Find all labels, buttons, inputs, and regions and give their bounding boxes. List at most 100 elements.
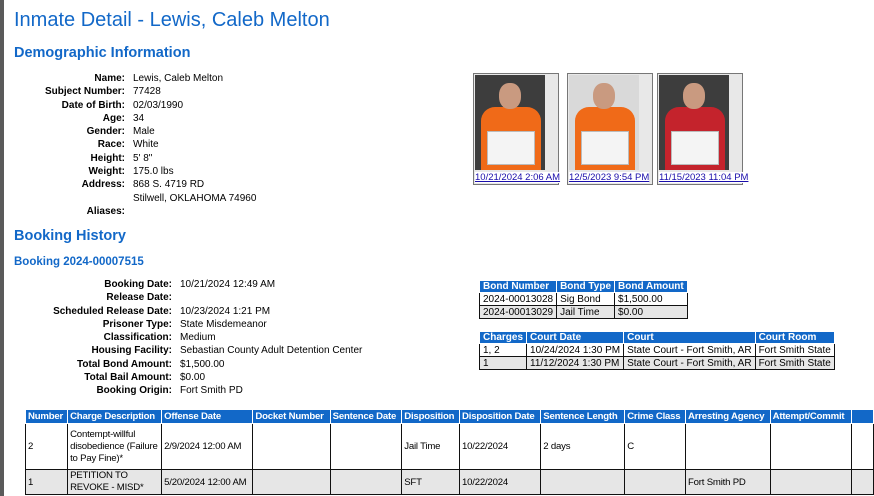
column-header: Crime Class [624,409,687,424]
table-cell: Fort Smith PD [685,469,771,495]
table-row: 1 11/12/2024 1:30 PM State Court - Fort Sm… [478,356,835,370]
field-value-line: Male [133,126,155,138]
field-value: 77428 [125,85,161,98]
column-header: Court Room [754,331,835,344]
table-row: 1, 2 10/24/2024 1:30 PM State Court - Fort… [478,343,835,357]
field-label: Gender: [86,126,125,138]
field-value-line: $0.00 [180,372,206,384]
photo-date-link[interactable]: 12/5/2023 9:54 PM [569,172,650,183]
field-value: White [125,138,159,151]
table-cell [329,469,403,495]
field-row: Housing Facility: Sebastian County Adult … [0,344,362,357]
table-cell: 2024-00013028 [478,292,558,306]
mugshot-image [569,75,639,170]
field-row: Height: 5' 8" [0,152,256,165]
mugshot-photo[interactable]: 12/5/2023 9:54 PM [567,73,653,185]
table-cell: 11/12/2024 1:30 PM [526,356,625,370]
field-row: Scheduled Release Date: 10/23/2024 1:21 P… [0,305,362,318]
field-row: Subject Number: 77428 [0,85,256,98]
field-row: Total Bail Amount: $0.00 [0,371,362,384]
column-header: Charge Description [67,409,163,424]
field-label: Weight: [88,166,125,178]
field-value-line: Sebastian County Adult Detention Center [180,345,363,357]
column-header [850,409,874,424]
field-label: Booking Origin: [96,385,172,397]
field-row: Aliases: [0,205,256,218]
table-row: 1 PETITION TO REVOKE - MISD* 5/20/2024 12:… [24,469,874,495]
field-value-line: Lewis, Caleb Melton [133,73,224,84]
table-cell: $0.00 [614,305,688,319]
column-header: Attempt/Commit [769,409,852,424]
field-label: Address: [81,179,125,191]
table-cell [329,423,403,470]
field-label: Height: [90,152,125,164]
field-value: State Misdemeanor [172,318,267,331]
table-cell [252,469,331,495]
mugshot-photo[interactable]: 11/15/2023 11:04 PM [657,73,749,185]
table-cell [685,423,771,470]
field-value: Sebastian County Adult Detention Center [172,344,362,357]
table-row: 2 Contempt-willful disobedience (Failure … [24,423,874,470]
field-label: Date of Birth: [61,99,125,111]
field-label: Classification: [103,332,172,344]
header-row: Number Charge Description Offense Date Dock… [24,409,874,424]
column-header: Court Date [526,331,625,344]
placard [581,131,629,165]
field-value-line: Fort Smith PD [180,385,243,397]
bond-table: Bond Number Bond Type Bond Amount 2024-0001… [478,280,688,319]
table-cell: 2 [24,423,69,470]
field-value: 34 [125,112,144,125]
field-row: Prisoner Type: State Misdemeanor [0,318,362,331]
field-value-line: $1,500.00 [180,358,225,370]
field-value: 10/23/2024 1:21 PM [172,305,270,318]
column-header: Bond Type [556,280,616,293]
field-label: Aliases: [86,205,125,217]
table-row: 2024-00013028 Sig Bond $1,500.00 [478,292,688,306]
field-value: 868 S. 4719 RD Stilwell, OKLAHOMA 74960 [125,178,256,205]
table-cell: 10/24/2024 1:30 PM [526,343,625,357]
field-value-line: 10/21/2024 12:49 AM [180,279,276,290]
photo-date-link[interactable]: 11/15/2023 11:04 PM [659,172,749,183]
field-value: 10/21/2024 12:49 AM [172,278,275,291]
page-title: Inmate Detail - Lewis, Caleb Melton [14,9,330,31]
field-value-line: 10/23/2024 1:21 PM [180,305,271,317]
column-header: Sentence Date [329,409,403,424]
table-cell [850,423,874,470]
column-header: Bond Amount [614,280,688,293]
header-row: Charges Court Date Court Court Room [478,331,835,344]
column-header: Arresting Agency [685,409,771,424]
field-row: Address: 868 S. 4719 RD Stilwell, OKLAHOMA… [0,178,257,205]
field-value-line: 34 [133,112,145,124]
mugshot-image [659,75,729,170]
placard [671,131,719,165]
field-row: Booking Origin: Fort Smith PD [0,384,362,397]
mugshot-photo[interactable]: 10/21/2024 2:06 AM [473,73,561,185]
table-cell [624,469,687,495]
table-cell: PETITION TO REVOKE - MISD* [67,469,163,495]
photo-date-link[interactable]: 10/21/2024 2:06 AM [475,172,561,183]
column-header: Sentence Length [540,409,626,424]
booking-fields: Booking Date: 10/21/2024 12:49 AM Release … [0,278,362,398]
table-cell: Fort Smith State [754,343,835,357]
charges-table: Number Charge Description Offense Date Dock… [24,409,874,495]
field-value-line: 77428 [133,86,161,98]
field-row: Name: Lewis, Caleb Melton [0,72,256,85]
field-value-line [133,205,136,218]
table-cell: 5/20/2024 12:00 AM [161,469,254,495]
column-header: Bond Number [478,280,558,293]
mugshot-image [475,75,545,170]
field-value-line: White [133,139,159,151]
field-value-line: 02/03/1990 [133,99,184,111]
field-row: Release Date: [0,291,362,304]
field-value-line: Stilwell, OKLAHOMA 74960 [133,192,257,204]
column-header: Court [623,331,756,344]
table-cell [769,469,852,495]
table-cell: 10/22/2024 [458,469,542,495]
table-cell: C [624,423,687,470]
table-cell: Jail Time [401,423,460,470]
demographic-heading: Demographic Information [14,45,191,61]
field-value: Fort Smith PD [172,384,243,397]
field-value: $1,500.00 [172,358,225,371]
field-label: Booking Date: [104,279,172,290]
field-value: 5' 8" [125,152,152,165]
